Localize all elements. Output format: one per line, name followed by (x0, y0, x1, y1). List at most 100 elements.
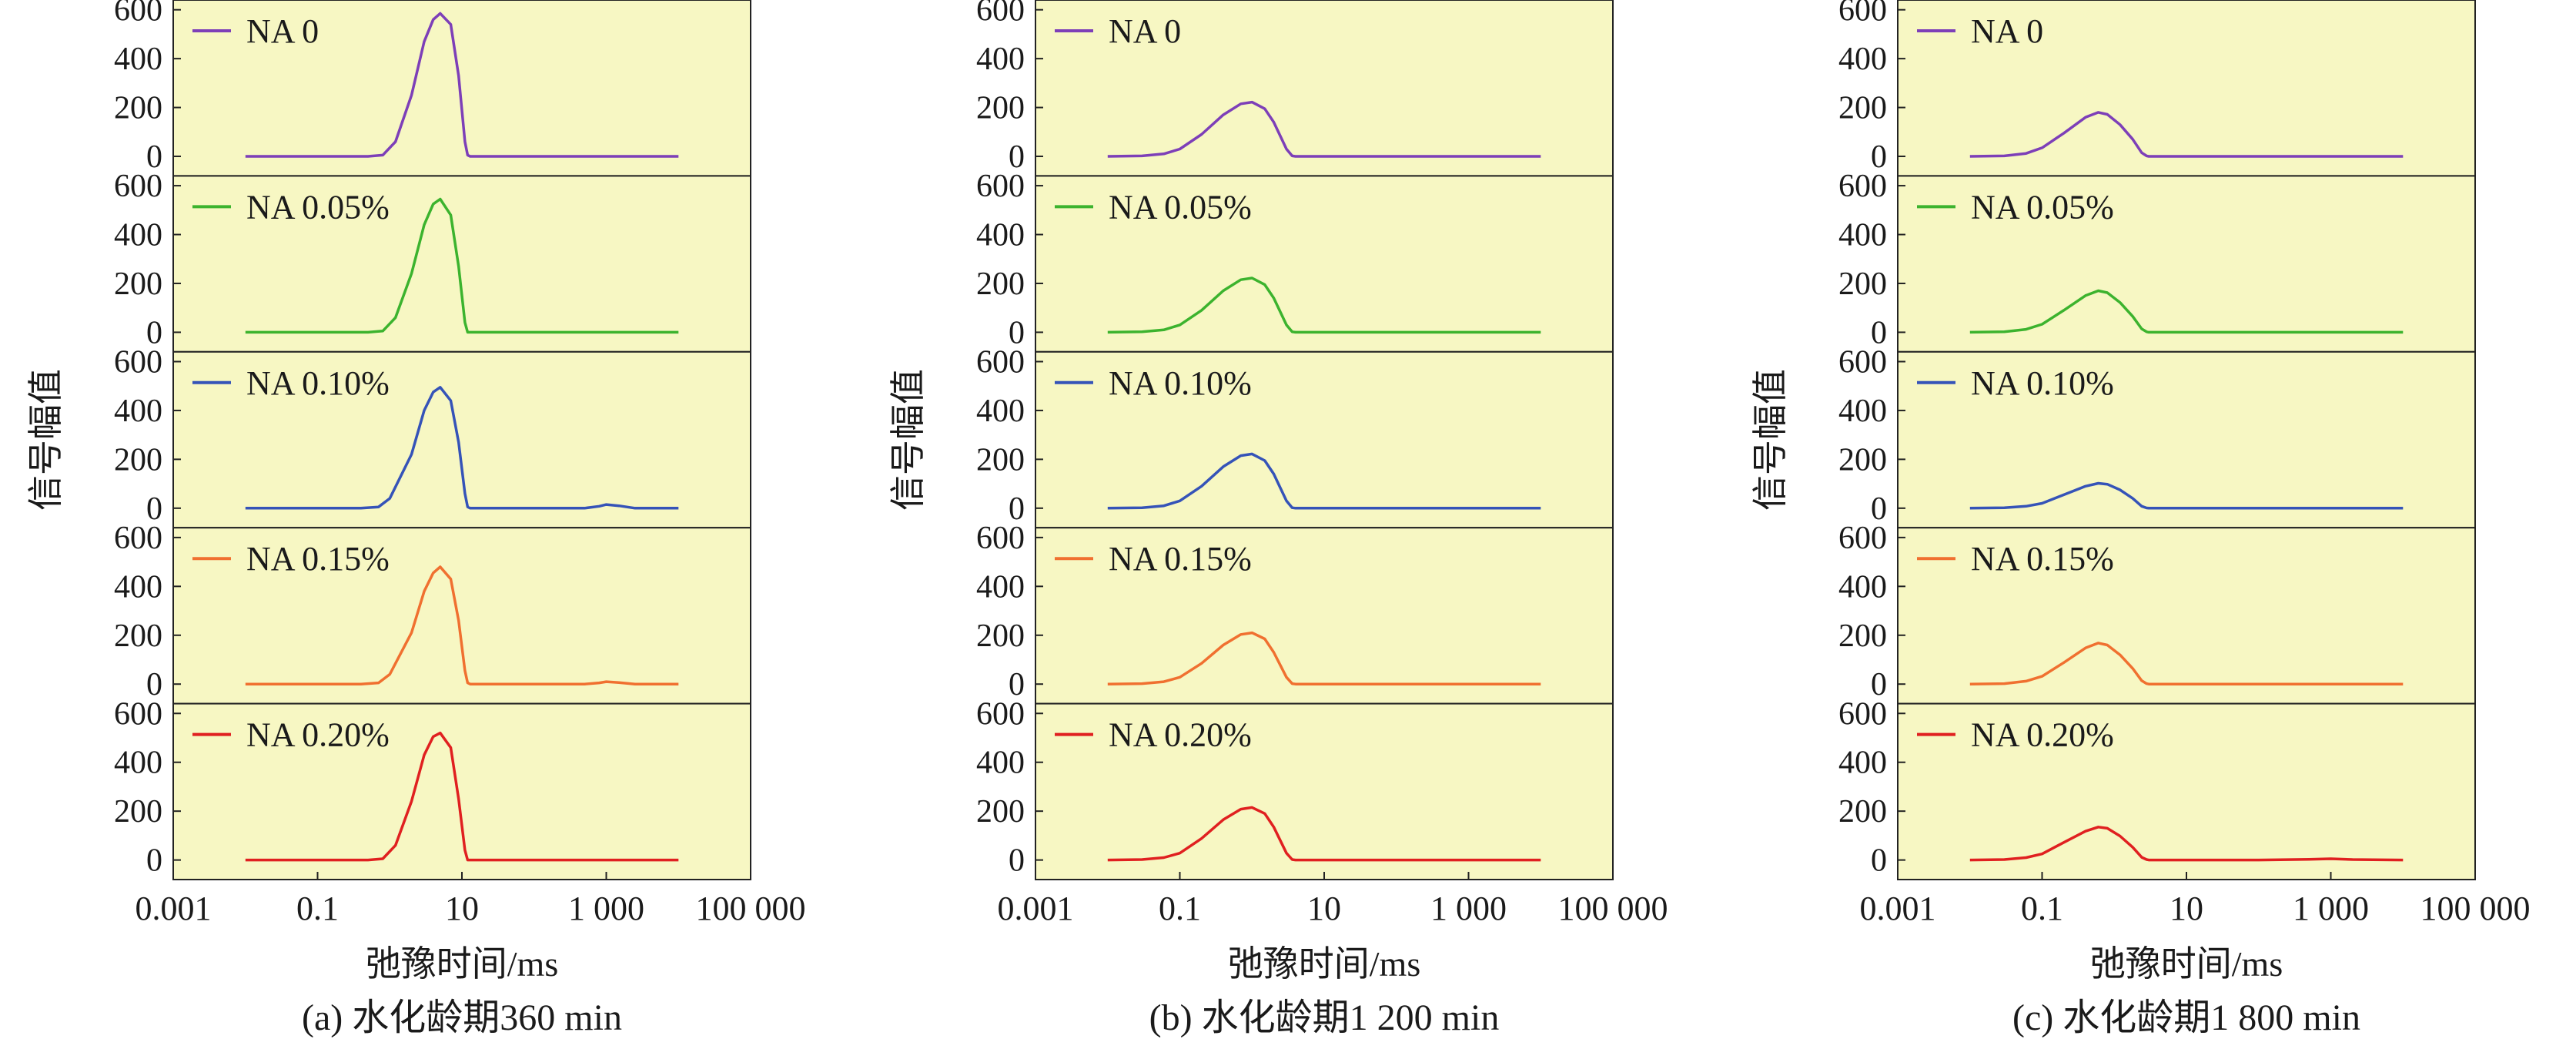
legend-label: NA 0.10% (246, 364, 390, 402)
x-axis-label: 弛豫时间/ms (1228, 944, 1420, 984)
series-line (1107, 452, 1541, 510)
y-tick-label: 400 (1838, 42, 1887, 77)
plot-background (1898, 0, 2475, 176)
plot-background (173, 0, 751, 176)
y-tick-label: 0 (1009, 315, 1025, 350)
legend-label: NA 0.05% (1109, 188, 1252, 226)
x-tick-label: 10 (445, 890, 479, 927)
y-tick-label: 0 (1871, 139, 1887, 175)
legend-label: NA 0.20% (246, 716, 390, 754)
y-tick-label: 0 (1871, 491, 1887, 527)
y-tick-label: 200 (976, 442, 1025, 478)
x-tick-label: 1 000 (1430, 890, 1507, 927)
y-tick-label: 400 (976, 42, 1025, 77)
chart-panel-2: 0 200 400 600 NA 0 0 200 400 600 NA 0.05% 0 200 400 6… (1749, 0, 2531, 1038)
y-tick-label: 0 (1009, 843, 1025, 879)
y-tick-label: 600 (976, 521, 1025, 556)
y-tick-label: 400 (976, 569, 1025, 605)
y-tick-label: 600 (114, 344, 162, 380)
y-tick-label: 400 (976, 746, 1025, 781)
y-tick-label: 600 (1838, 344, 1887, 380)
plot-background (1898, 176, 2475, 352)
y-tick-label: 200 (114, 91, 162, 126)
y-tick-label: 600 (114, 521, 162, 556)
panel-caption: (a) 水化龄期360 min (302, 997, 622, 1038)
legend-label: NA 0.20% (1971, 716, 2114, 754)
legend-label: NA 0.15% (1109, 540, 1252, 578)
legend-label: NA 0.15% (246, 540, 390, 578)
y-tick-label: 600 (976, 344, 1025, 380)
x-axis-label: 弛豫时间/ms (366, 944, 558, 984)
y-tick-label: 400 (114, 569, 162, 605)
series-line (1107, 806, 1541, 862)
x-axis-label: 弛豫时间/ms (2090, 944, 2283, 984)
x-tick-label: 100 000 (1558, 890, 1668, 927)
series-line (1969, 826, 2404, 862)
plot-background (1035, 176, 1613, 352)
y-tick-label: 600 (1838, 521, 1887, 556)
plot-background (173, 703, 751, 880)
plot-background (1035, 351, 1613, 528)
y-tick-label: 400 (1838, 746, 1887, 781)
series-line (1969, 481, 2404, 510)
y-tick-label: 0 (146, 667, 162, 702)
y-tick-label: 0 (1009, 491, 1025, 527)
legend-label: NA 0 (246, 12, 319, 50)
y-tick-label: 600 (114, 0, 162, 28)
y-tick-label: 0 (146, 491, 162, 527)
plot-background (173, 351, 751, 528)
y-tick-label: 400 (976, 218, 1025, 253)
series-line (1107, 276, 1541, 334)
y-tick-label: 200 (1838, 618, 1887, 654)
legend-label: NA 0 (1971, 12, 2043, 50)
y-tick-label: 400 (976, 394, 1025, 429)
y-tick-label: 0 (146, 843, 162, 879)
y-tick-label: 200 (1838, 794, 1887, 829)
chart-panel-1: 0 200 400 600 NA 0 0 200 400 600 NA 0.05% 0 200 400 6… (887, 0, 1668, 1038)
x-tick-label: 10 (1307, 890, 1341, 927)
plot-background (173, 528, 751, 704)
legend-label: NA 0 (1109, 12, 1181, 50)
series-line (1107, 100, 1541, 158)
series-line (245, 197, 679, 334)
y-tick-label: 200 (1838, 266, 1887, 302)
y-tick-label: 400 (1838, 218, 1887, 253)
panel-caption: (b) 水化龄期1 200 min (1149, 997, 1500, 1038)
y-axis-label: 信号幅值 (25, 369, 66, 511)
y-tick-label: 400 (114, 218, 162, 253)
y-axis-label: 信号幅值 (1749, 369, 1791, 511)
y-tick-label: 0 (1871, 667, 1887, 702)
y-tick-label: 200 (976, 266, 1025, 302)
x-tick-label: 1 000 (568, 890, 644, 927)
y-tick-label: 200 (114, 442, 162, 478)
series-line (245, 731, 679, 862)
y-tick-label: 600 (976, 0, 1025, 28)
series-line (245, 565, 679, 685)
plot-background (1035, 703, 1613, 880)
plot-background (1035, 528, 1613, 704)
x-tick-label: 0.001 (1860, 890, 1936, 927)
y-axis-label: 信号幅值 (887, 369, 928, 511)
series-line (1969, 289, 2404, 334)
y-tick-label: 600 (1838, 0, 1887, 28)
legend-label: NA 0.10% (1971, 364, 2114, 402)
series-line (1969, 111, 2404, 158)
panel-caption: (c) 水化龄期1 800 min (2012, 997, 2360, 1038)
x-tick-label: 0.1 (2021, 890, 2063, 927)
y-tick-label: 600 (1838, 169, 1887, 204)
legend-label: NA 0.15% (1971, 540, 2114, 578)
legend-label: NA 0.05% (246, 188, 390, 226)
y-tick-label: 200 (976, 618, 1025, 654)
series-line (1969, 642, 2404, 685)
plot-background (1898, 351, 2475, 528)
legend-label: NA 0.20% (1109, 716, 1252, 754)
y-tick-label: 200 (114, 618, 162, 654)
y-tick-label: 0 (1871, 315, 1887, 350)
x-tick-label: 100 000 (696, 890, 806, 927)
series-line (245, 386, 679, 510)
y-tick-label: 0 (146, 139, 162, 175)
series-line (1107, 631, 1541, 685)
x-tick-label: 1 000 (2293, 890, 2369, 927)
y-tick-label: 0 (1009, 139, 1025, 175)
